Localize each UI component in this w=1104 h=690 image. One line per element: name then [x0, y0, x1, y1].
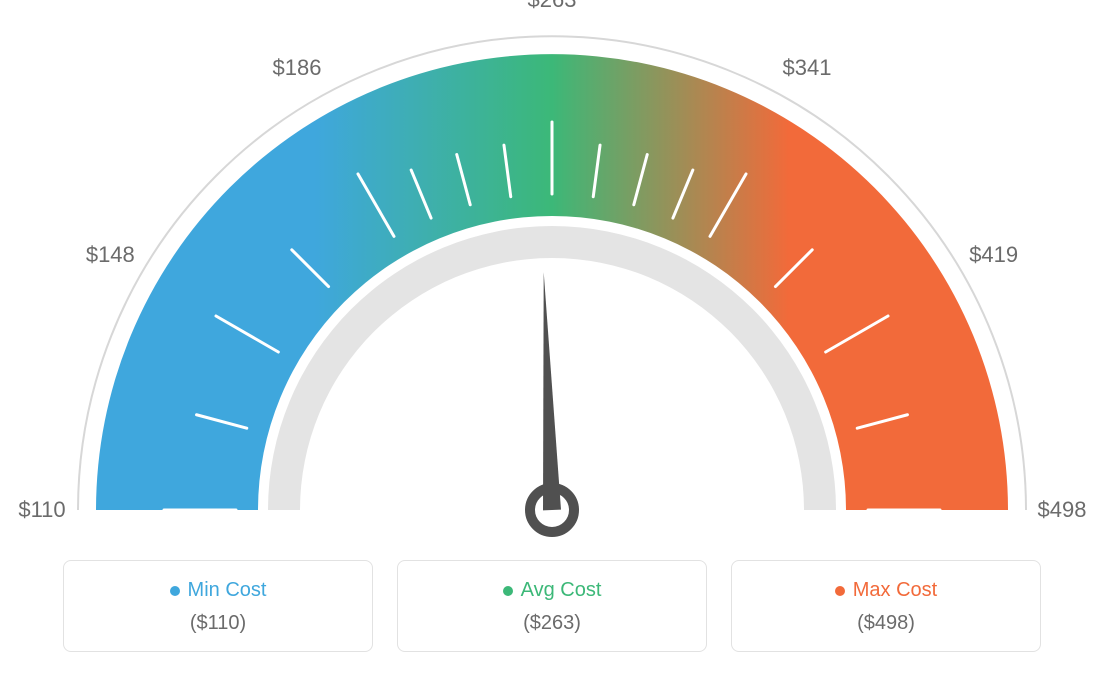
gauge-tick-label: $341: [783, 55, 832, 81]
legend-value-avg: ($263): [408, 612, 696, 635]
legend-row: Min Cost ($110) Avg Cost ($263) Max Cost…: [0, 560, 1104, 672]
gauge-tick-label: $263: [528, 0, 577, 13]
gauge-tick-label: $186: [273, 55, 322, 81]
gauge-tick-label: $110: [18, 497, 65, 523]
legend-title-row: Min Cost: [74, 579, 362, 602]
legend-title-min: Min Cost: [188, 579, 267, 602]
legend-title-max: Max Cost: [853, 579, 937, 602]
gauge-chart: $110 $148 $186 $263 $341 $419 $498: [0, 0, 1104, 560]
gauge-tick-label: $498: [1038, 497, 1087, 523]
legend-dot-avg: [503, 586, 513, 596]
legend-card-max: Max Cost ($498): [731, 560, 1041, 652]
legend-dot-max: [835, 586, 845, 596]
gauge-tick-label: $148: [86, 242, 135, 268]
legend-value-min: ($110): [74, 612, 362, 635]
gauge-svg: [0, 0, 1104, 560]
legend-title-row: Avg Cost: [408, 579, 696, 602]
legend-value-max: ($498): [742, 612, 1030, 635]
gauge-tick-label: $419: [969, 242, 1018, 268]
legend-title-avg: Avg Cost: [521, 579, 602, 602]
legend-title-row: Max Cost: [742, 579, 1030, 602]
legend-card-avg: Avg Cost ($263): [397, 560, 707, 652]
legend-card-min: Min Cost ($110): [63, 560, 373, 652]
legend-dot-min: [170, 586, 180, 596]
